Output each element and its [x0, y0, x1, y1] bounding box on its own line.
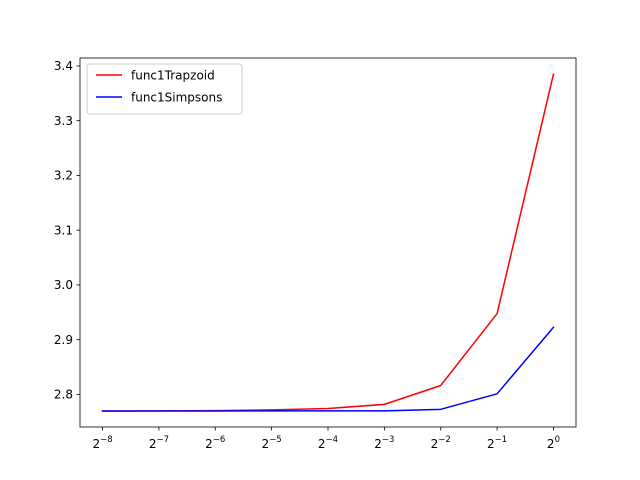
y-tick-label: 3.0 [54, 278, 73, 292]
x-tick-label: 2−1 [487, 435, 507, 451]
x-axis-ticks: 2−8 2−7 2−6 2−5 2−4 2−3 2−2 2−1 20 [92, 427, 560, 451]
x-tick-label: 2−4 [318, 435, 338, 451]
series-line-func1Simpsons [101, 326, 555, 412]
x-tick-label: 2−8 [92, 435, 112, 451]
y-tick-label: 3.2 [54, 169, 73, 183]
x-tick-label: 20 [547, 435, 560, 451]
legend: func1Trapzoid func1Simpsons [86, 63, 243, 115]
y-tick-label: 3.3 [54, 114, 73, 128]
series-lines [101, 73, 555, 412]
y-tick-label: 3.1 [54, 223, 73, 237]
legend-box [86, 63, 243, 115]
y-tick-label: 3.4 [54, 59, 73, 73]
legend-label-func1Trapzoid: func1Trapzoid [131, 69, 215, 83]
y-tick-label: 2.9 [54, 333, 73, 347]
x-tick-label: 2−3 [374, 435, 394, 451]
x-tick-label: 2−6 [205, 435, 225, 451]
legend-label-func1Simpsons: func1Simpsons [131, 91, 222, 105]
x-tick-label: 2−5 [262, 435, 282, 451]
x-tick-label: 2−7 [149, 435, 169, 451]
y-axis-ticks: 2.8 2.9 3.0 3.1 3.2 3.3 3.4 [54, 59, 80, 402]
series-line-func1Trapzoid [101, 73, 555, 412]
x-tick-label: 2−2 [431, 435, 451, 451]
y-tick-label: 2.8 [54, 388, 73, 402]
